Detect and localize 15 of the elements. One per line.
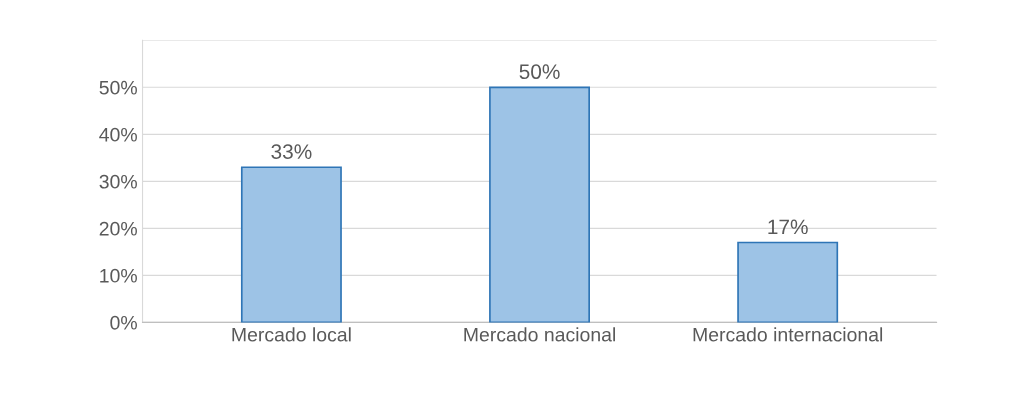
x-tick-label: Mercado internacional xyxy=(693,327,883,342)
bar xyxy=(489,86,591,323)
data-label: 33% xyxy=(271,144,312,159)
y-tick-label: 10% xyxy=(100,268,137,283)
y-tick-label: 30% xyxy=(99,174,137,189)
y-tick-label: 0% xyxy=(110,315,137,330)
y-tick-label: 40% xyxy=(99,127,137,142)
y-tick-label: 50% xyxy=(99,80,137,95)
x-tick-label: Mercado local xyxy=(232,327,351,342)
data-label: 17% xyxy=(768,219,808,235)
y-tick-label: 20% xyxy=(99,221,137,236)
bar xyxy=(737,241,839,323)
bar xyxy=(240,166,342,323)
x-tick-label: Mercado nacional xyxy=(464,327,615,342)
data-label: 50% xyxy=(519,64,560,80)
